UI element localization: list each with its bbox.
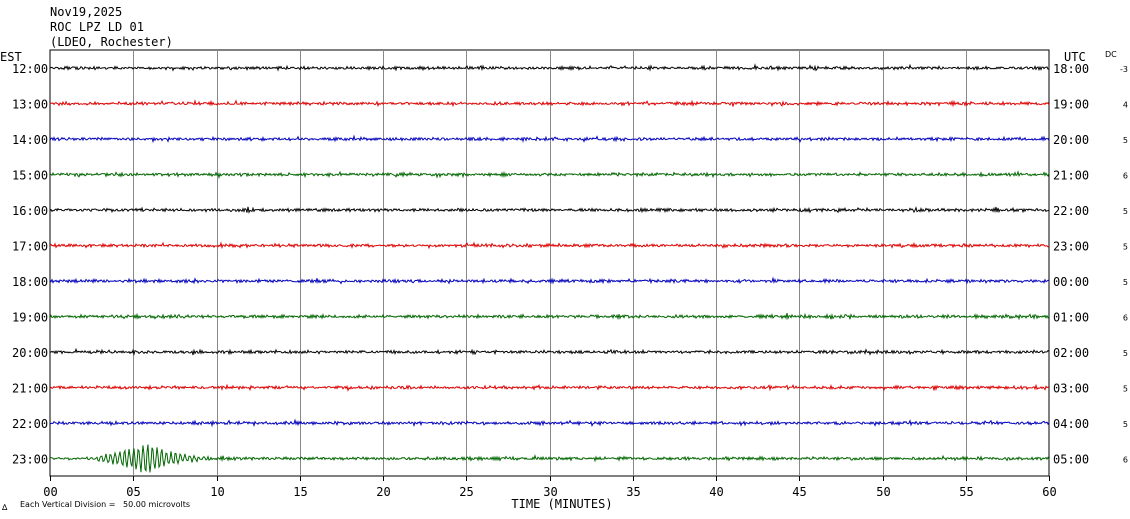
header-station: ROC LPZ LD 01	[50, 20, 144, 34]
vertical-division-note: Each Vertical Division = 50.00 microvolt…	[20, 500, 190, 509]
est-hour-label: 17:00	[12, 240, 48, 254]
est-hour-label: 14:00	[12, 133, 48, 147]
dc-offset-label: 6	[1123, 314, 1128, 323]
seismic-trace-1900	[49, 312, 1050, 321]
dc-offset-label: 6	[1123, 172, 1128, 181]
seismic-trace-1300	[49, 99, 1050, 108]
utc-hour-label: 18:00	[1053, 62, 1089, 76]
x-tick-label: 30	[543, 485, 557, 499]
dc-offset-label: -3	[1120, 65, 1128, 74]
x-tick-label: 25	[459, 485, 473, 499]
dc-axis-title: DC	[1105, 50, 1117, 59]
x-tick-label: 15	[293, 485, 307, 499]
utc-hour-label: 04:00	[1053, 417, 1089, 431]
seismic-trace-2200	[49, 418, 1050, 428]
seismic-trace-1600	[49, 206, 1050, 214]
utc-hour-label: 19:00	[1053, 98, 1089, 112]
est-hour-label: 12:00	[12, 62, 48, 76]
utc-axis-title: UTC	[1064, 50, 1086, 64]
dc-offset-label: 5	[1123, 278, 1128, 287]
seismic-trace-1500	[49, 170, 1050, 180]
est-hour-label: 22:00	[12, 417, 48, 431]
seismic-trace-1800	[49, 276, 1050, 285]
seismic-trace-2000	[49, 347, 1050, 356]
utc-hour-label: 22:00	[1053, 204, 1089, 218]
dc-offset-label: 5	[1123, 136, 1128, 145]
x-tick-label: 10	[210, 485, 224, 499]
x-tick-label: 40	[709, 485, 723, 499]
x-tick-label: 35	[626, 485, 640, 499]
utc-hour-label: 05:00	[1053, 453, 1089, 467]
est-hour-label: 19:00	[12, 311, 48, 325]
x-axis-ticks: 00 05 10 15 20 25 30 35 40 45 50 55 60	[43, 476, 1057, 499]
est-hour-label: 13:00	[12, 98, 48, 112]
dc-offset-label: 5	[1123, 243, 1128, 252]
seismic-traces	[49, 63, 1050, 473]
utc-hour-label: 02:00	[1053, 346, 1089, 360]
utc-hour-label: 03:00	[1053, 382, 1089, 396]
x-tick-label: 50	[876, 485, 890, 499]
seismic-trace-1700	[49, 241, 1050, 250]
dc-offset-label: 5	[1123, 207, 1128, 216]
x-tick-label: 05	[126, 485, 140, 499]
x-tick-label: 45	[792, 485, 806, 499]
x-tick-label: 00	[43, 485, 57, 499]
grid	[49, 49, 1050, 477]
est-hour-label: 20:00	[12, 346, 48, 360]
est-hour-label: 15:00	[12, 169, 48, 183]
dc-offset-label: 6	[1123, 456, 1128, 465]
utc-hour-label: 01:00	[1053, 311, 1089, 325]
header-date: Nov19,2025	[50, 5, 122, 19]
x-tick-label: 60	[1042, 485, 1056, 499]
dc-offset-label: 5	[1123, 349, 1128, 358]
seismic-trace-2300	[49, 444, 1050, 473]
plot-frame	[49, 49, 1050, 477]
seismic-trace-1200	[49, 63, 1050, 72]
est-axis-title: EST	[0, 50, 22, 64]
est-hour-label: 23:00	[12, 453, 48, 467]
station-logo-mark: ∆	[1, 503, 8, 512]
x-tick-label: 20	[376, 485, 390, 499]
est-hour-label: 18:00	[12, 275, 48, 289]
seismic-trace-1400	[49, 134, 1050, 144]
est-hour-label: 21:00	[12, 382, 48, 396]
dc-offset-label: 4	[1123, 101, 1128, 110]
utc-hour-label: 00:00	[1053, 275, 1089, 289]
dc-offset-label: 5	[1123, 385, 1128, 394]
utc-hour-label: 21:00	[1053, 169, 1089, 183]
row-labels: 12:00 18:00 -3 13:00 19:00 4 14:00 20:00 5 15:00 2…	[12, 62, 1128, 467]
header-network: (LDEO, Rochester)	[50, 35, 173, 49]
utc-hour-label: 23:00	[1053, 240, 1089, 254]
utc-hour-label: 20:00	[1053, 133, 1089, 147]
est-hour-label: 16:00	[12, 204, 48, 218]
x-axis-label: TIME (MINUTES)	[511, 497, 612, 511]
seismic-trace-2100	[49, 383, 1050, 392]
dc-offset-label: 5	[1123, 420, 1128, 429]
x-tick-label: 55	[959, 485, 973, 499]
